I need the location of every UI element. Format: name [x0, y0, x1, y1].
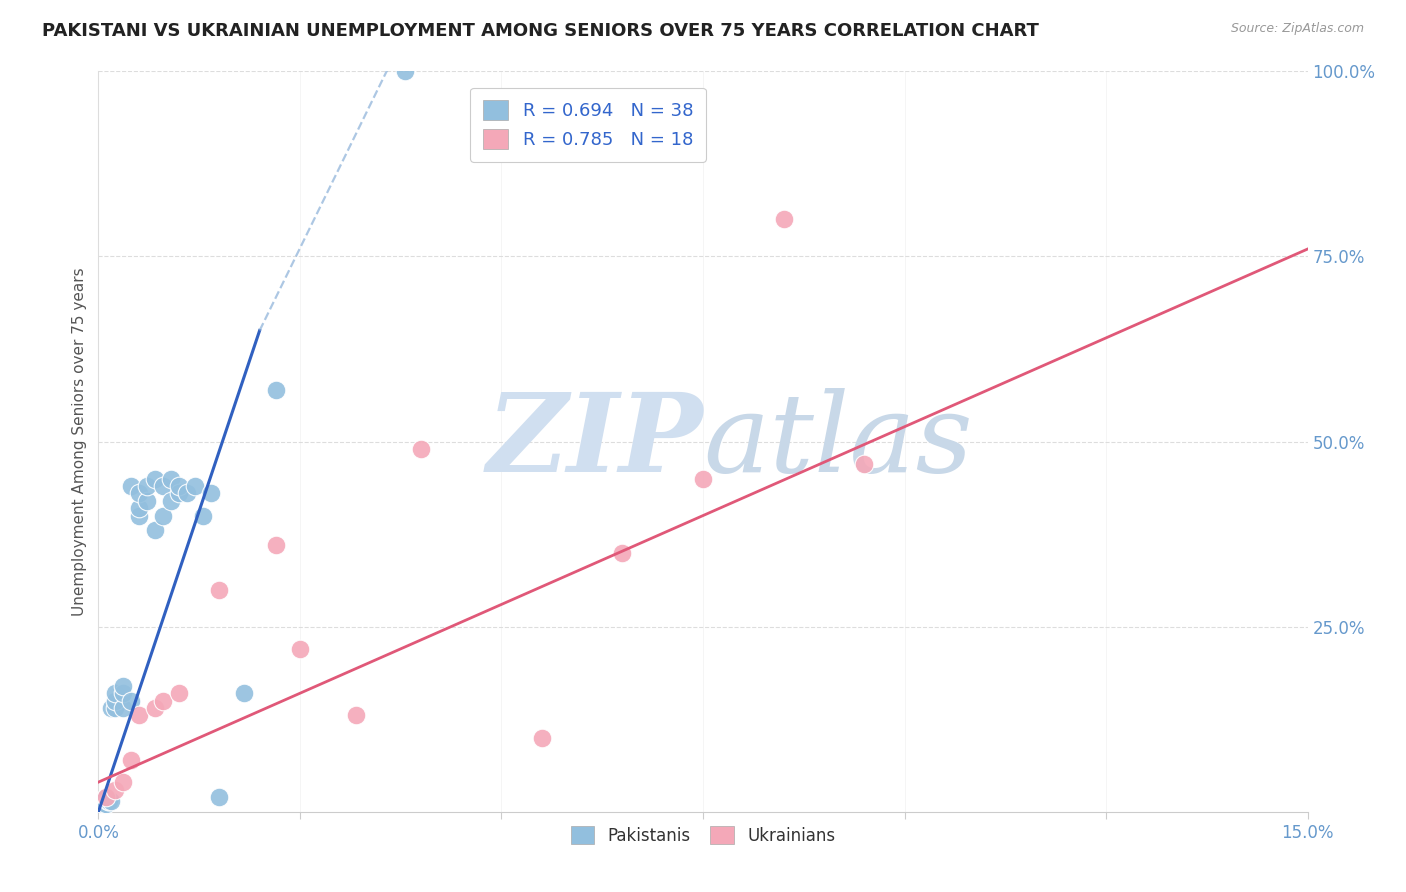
Point [135, 493, 157, 508]
Point [853, 457, 876, 471]
Point [394, 64, 416, 78]
Point [120, 753, 142, 767]
Point [100, 794, 122, 808]
Point [232, 686, 254, 700]
Point [167, 486, 190, 500]
Point [100, 701, 122, 715]
Point [167, 479, 190, 493]
Point [208, 582, 231, 597]
Point [200, 486, 222, 500]
Point [97, 794, 120, 808]
Point [128, 508, 150, 523]
Point [103, 686, 125, 700]
Text: atlas: atlas [703, 388, 973, 495]
Legend: Pakistanis, Ukrainians: Pakistanis, Ukrainians [564, 820, 842, 852]
Point [143, 701, 166, 715]
Point [612, 546, 634, 560]
Point [91, 797, 114, 812]
Point [103, 694, 125, 708]
Point [111, 775, 134, 789]
Point [120, 694, 142, 708]
Point [120, 479, 142, 493]
Text: ZIP: ZIP [486, 388, 703, 495]
Point [111, 686, 134, 700]
Point [96, 789, 118, 804]
Point [135, 479, 157, 493]
Point [143, 524, 166, 538]
Point [176, 486, 198, 500]
Point [264, 383, 287, 397]
Point [96, 797, 118, 812]
Point [128, 486, 150, 500]
Text: Source: ZipAtlas.com: Source: ZipAtlas.com [1230, 22, 1364, 36]
Point [103, 782, 125, 797]
Point [344, 708, 367, 723]
Point [160, 471, 183, 485]
Point [128, 708, 150, 723]
Y-axis label: Unemployment Among Seniors over 75 years: Unemployment Among Seniors over 75 years [72, 268, 87, 615]
Point [143, 471, 166, 485]
Point [152, 479, 174, 493]
Point [692, 471, 714, 485]
Point [530, 731, 553, 745]
Point [152, 508, 174, 523]
Point [111, 679, 134, 693]
Point [409, 442, 432, 456]
Point [128, 501, 150, 516]
Point [90, 801, 112, 815]
Point [96, 789, 118, 804]
Point [93, 797, 115, 812]
Point [167, 686, 190, 700]
Point [288, 641, 311, 656]
Point [264, 538, 287, 552]
Point [772, 212, 794, 227]
Point [103, 701, 125, 715]
Point [208, 789, 231, 804]
Point [152, 694, 174, 708]
Point [184, 479, 207, 493]
Point [160, 493, 183, 508]
Point [193, 508, 215, 523]
Point [97, 794, 120, 808]
Text: PAKISTANI VS UKRAINIAN UNEMPLOYMENT AMONG SENIORS OVER 75 YEARS CORRELATION CHAR: PAKISTANI VS UKRAINIAN UNEMPLOYMENT AMON… [42, 22, 1039, 40]
Point [111, 701, 134, 715]
